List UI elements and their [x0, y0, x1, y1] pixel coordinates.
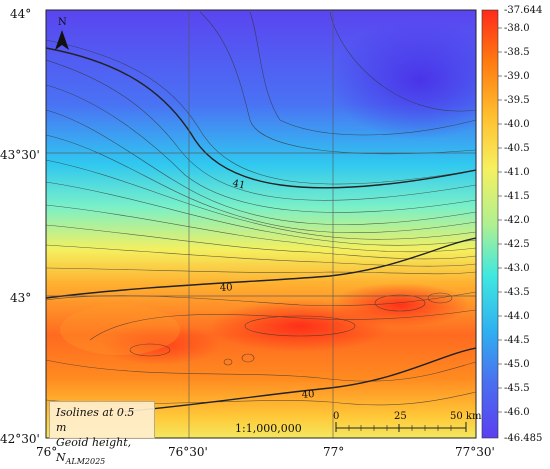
colorbar-label: -44.0	[504, 311, 530, 322]
legend-geoid-sub: ALM2025	[65, 457, 106, 467]
graticule	[46, 10, 476, 438]
lon-label-77: 77°	[323, 445, 344, 459]
colorbar-label: -44.5	[504, 335, 530, 346]
colorbar-label: -41.5	[504, 191, 530, 202]
colorbar-max: -37.644	[504, 5, 542, 16]
colorbar-min: -46.485	[504, 433, 542, 444]
scale-bar: 0 25 50 km	[333, 411, 482, 432]
lon-label-77-30: 77°30'	[455, 445, 495, 459]
colorbar-label: -41.0	[504, 167, 530, 178]
colorbar-label: -42.0	[504, 215, 530, 226]
legend-isolines: Isolines at 0.5 m	[56, 406, 135, 434]
north-arrow: N	[55, 17, 69, 50]
colorbar-label: -45.0	[504, 359, 530, 370]
colorbar-label: -38.0	[504, 23, 530, 34]
contour-label-40-upper: 40	[220, 282, 233, 294]
lat-label-44: 44°	[10, 7, 31, 21]
colorbar-label: -43.0	[504, 263, 530, 274]
colorbar-label: -39.5	[504, 95, 530, 106]
scale-tick-25: 25	[394, 411, 407, 422]
scale-ratio: 1:1,000,000	[235, 422, 302, 435]
legend-geoid: Geoid height, NALM2025	[56, 435, 148, 469]
legend-box: Isolines at 0.5 m Geoid height, NALM2025	[49, 401, 155, 466]
scale-tick-50: 50 km	[450, 411, 482, 422]
colorbar: -37.644 -38.0 -38.5 -39.0 -39.5 -40.0 -4…	[481, 5, 542, 444]
legend-geoid-text: Geoid height, N	[56, 436, 132, 464]
lat-label-43-30: 43°30'	[0, 148, 40, 162]
north-arrow-icon	[55, 30, 69, 50]
scale-tick-0: 0	[333, 411, 339, 422]
contour-label-40-lower: 40	[301, 389, 315, 401]
colorbar-label: -40.5	[504, 143, 530, 154]
colorbar-label: -46.0	[504, 407, 530, 418]
isolines	[46, 11, 476, 406]
colorbar-label: -38.5	[504, 47, 530, 58]
geoid-field	[46, 10, 476, 438]
colorbar-label: -45.5	[504, 383, 530, 394]
colorbar-label: -43.5	[504, 287, 530, 298]
colorbar-label: -40.0	[504, 119, 530, 130]
north-arrow-label: N	[58, 17, 67, 28]
lon-label-76-30: 76°30'	[168, 445, 208, 459]
lon-label-76: 76°	[36, 445, 57, 459]
lat-label-43: 43°	[10, 291, 31, 305]
colorbar-label: -42.5	[504, 239, 530, 250]
colorbar-label: -39.0	[504, 71, 530, 82]
lat-label-42-30: 42°30'	[0, 432, 40, 446]
contour-label-41: 41	[231, 178, 246, 191]
